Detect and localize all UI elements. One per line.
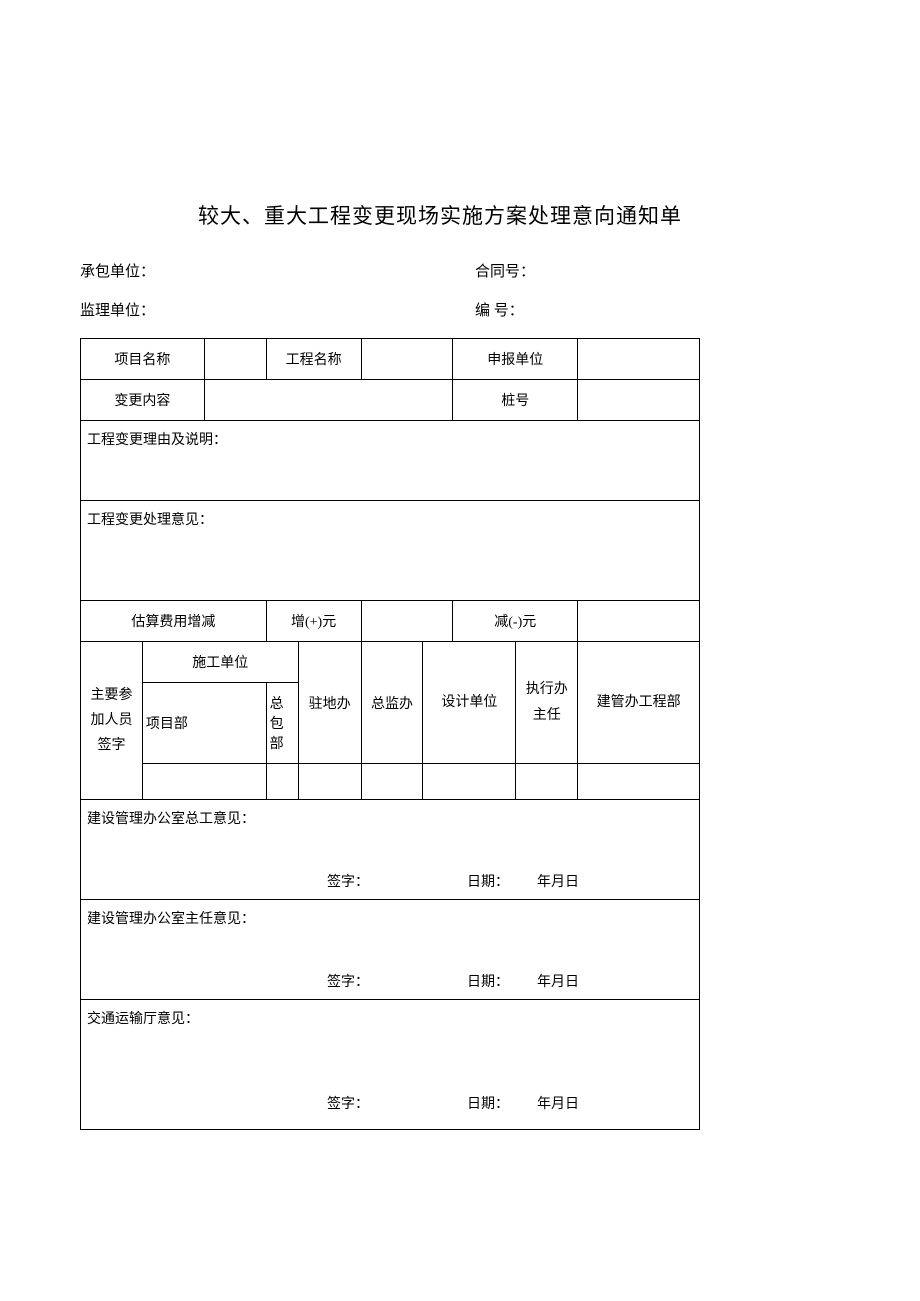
applicant-value xyxy=(578,339,700,380)
change-opinion-block: 工程变更处理意见： xyxy=(81,501,700,601)
date-value: 年月日 xyxy=(537,971,597,991)
sig-mgmt-dept xyxy=(578,764,700,800)
participants-main-label: 主要参加人员签字 xyxy=(81,642,143,800)
contractor-label: 承包单位： xyxy=(80,260,475,281)
applicant-label: 申报单位 xyxy=(453,339,578,380)
cost-estimate-label: 估算费用增减 xyxy=(81,601,267,642)
mgmt-dept-label: 建管办工程部 xyxy=(578,642,700,764)
sig-resident-office xyxy=(298,764,361,800)
sig-design-unit xyxy=(423,764,516,800)
exec-director-label: 执行办主任 xyxy=(516,642,578,764)
design-unit-label: 设计单位 xyxy=(423,642,516,764)
chief-eng-label: 建设管理办公室总工意见： xyxy=(87,808,693,828)
sign-label: 签字： xyxy=(327,971,467,991)
supervisor-office-label: 总监办 xyxy=(361,642,423,764)
project-name-value xyxy=(204,339,266,380)
cost-decrease-value xyxy=(578,601,700,642)
project-dept-label: 项目部 xyxy=(142,683,266,764)
form-table: 项目名称 工程名称 申报单位 变更内容 桩号 工程变更理由及说明： 工程变更处理… xyxy=(80,338,700,1130)
supervisor-label: 监理单位： xyxy=(80,299,475,320)
stake-no-label: 桩号 xyxy=(453,380,578,421)
transport-opinion-block: 交通运输厅意见： 签字： 日期： 年月日 xyxy=(81,1000,700,1130)
contractor-dept-label: 总包部 xyxy=(266,683,298,764)
director-label: 建设管理办公室主任意见： xyxy=(87,908,693,928)
date-label: 日期： xyxy=(467,971,537,991)
contract-no-label: 合同号： xyxy=(475,260,840,281)
date-label: 日期： xyxy=(467,871,537,891)
date-value: 年月日 xyxy=(537,871,597,891)
chief-eng-opinion-block: 建设管理办公室总工意见： 签字： 日期： 年月日 xyxy=(81,800,700,900)
date-label: 日期： xyxy=(467,1093,537,1113)
sig-project-dept xyxy=(142,764,266,800)
transport-label: 交通运输厅意见： xyxy=(87,1008,693,1028)
engineering-name-value xyxy=(361,339,453,380)
project-name-label: 项目名称 xyxy=(81,339,205,380)
date-value: 年月日 xyxy=(537,1093,597,1113)
change-content-value xyxy=(204,380,453,421)
header-info: 承包单位： 合同号： 监理单位： 编 号： xyxy=(80,260,840,320)
sig-supervisor-office xyxy=(361,764,423,800)
change-content-label: 变更内容 xyxy=(81,380,205,421)
sign-label: 签字： xyxy=(327,871,467,891)
form-title: 较大、重大工程变更现场实施方案处理意向通知单 xyxy=(120,200,760,230)
engineering-name-label: 工程名称 xyxy=(266,339,361,380)
stake-no-value xyxy=(578,380,700,421)
serial-no-label: 编 号： xyxy=(475,299,840,320)
cost-increase-label: 增(+)元 xyxy=(266,601,361,642)
sig-exec-director xyxy=(516,764,578,800)
sign-label: 签字： xyxy=(327,1093,467,1113)
construction-unit-label: 施工单位 xyxy=(142,642,298,683)
cost-increase-value xyxy=(361,601,453,642)
sig-contractor-dept xyxy=(266,764,298,800)
resident-office-label: 驻地办 xyxy=(298,642,361,764)
cost-decrease-label: 减(-)元 xyxy=(453,601,578,642)
change-reason-block: 工程变更理由及说明： xyxy=(81,421,700,501)
director-opinion-block: 建设管理办公室主任意见： 签字： 日期： 年月日 xyxy=(81,900,700,1000)
